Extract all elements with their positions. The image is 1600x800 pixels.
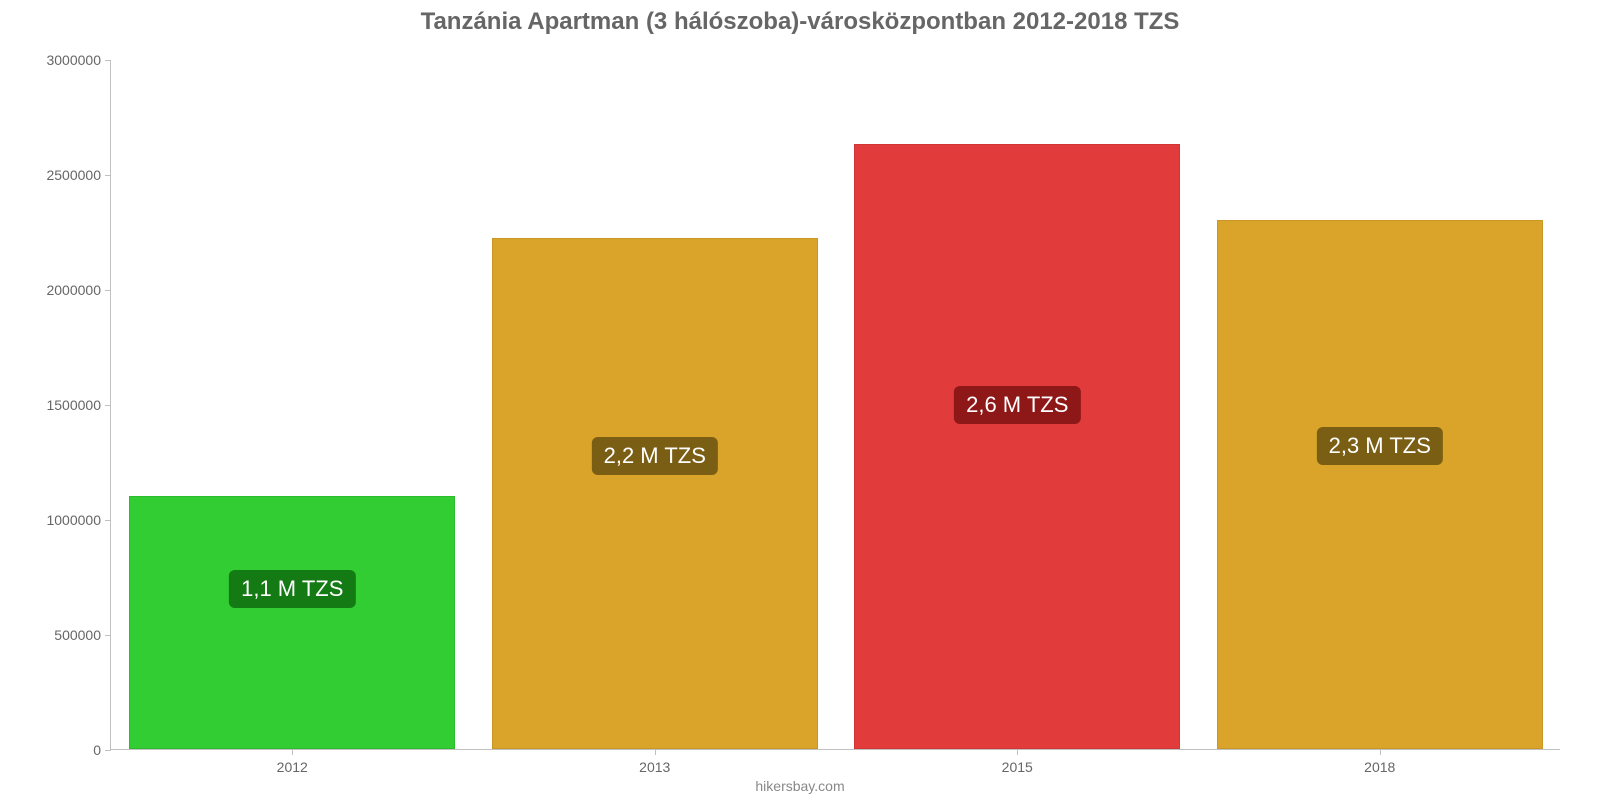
y-tick-mark	[105, 60, 111, 61]
bar-value-label: 2,3 M TZS	[1317, 427, 1443, 465]
x-tick-mark	[1380, 749, 1381, 755]
x-tick-label: 2012	[277, 759, 308, 775]
bar	[854, 144, 1180, 749]
y-tick-label: 2000000	[46, 282, 101, 298]
chart-title: Tanzánia Apartman (3 hálószoba)-városköz…	[0, 8, 1600, 36]
bar-value-label: 2,6 M TZS	[954, 386, 1080, 424]
y-tick-label: 1500000	[46, 397, 101, 413]
bar-value-label: 2,2 M TZS	[592, 437, 718, 475]
plot-area: 0500000100000015000002000000250000030000…	[110, 60, 1560, 750]
bar	[1217, 220, 1543, 749]
x-tick-label: 2013	[639, 759, 670, 775]
bar-chart: Tanzánia Apartman (3 hálószoba)-városköz…	[0, 0, 1600, 800]
x-tick-mark	[655, 749, 656, 755]
y-tick-label: 0	[93, 742, 101, 758]
x-tick-mark	[1017, 749, 1018, 755]
bar-value-label: 1,1 M TZS	[229, 570, 355, 608]
y-tick-label: 500000	[54, 627, 101, 643]
bar	[129, 496, 455, 749]
y-tick-label: 3000000	[46, 52, 101, 68]
y-tick-mark	[105, 520, 111, 521]
y-tick-mark	[105, 635, 111, 636]
y-tick-mark	[105, 405, 111, 406]
x-tick-label: 2018	[1364, 759, 1395, 775]
y-tick-mark	[105, 750, 111, 751]
y-tick-mark	[105, 290, 111, 291]
y-tick-label: 1000000	[46, 512, 101, 528]
y-tick-mark	[105, 175, 111, 176]
x-tick-mark	[292, 749, 293, 755]
chart-footer: hikersbay.com	[0, 778, 1600, 794]
y-tick-label: 2500000	[46, 167, 101, 183]
x-tick-label: 2015	[1002, 759, 1033, 775]
bar	[492, 238, 818, 749]
